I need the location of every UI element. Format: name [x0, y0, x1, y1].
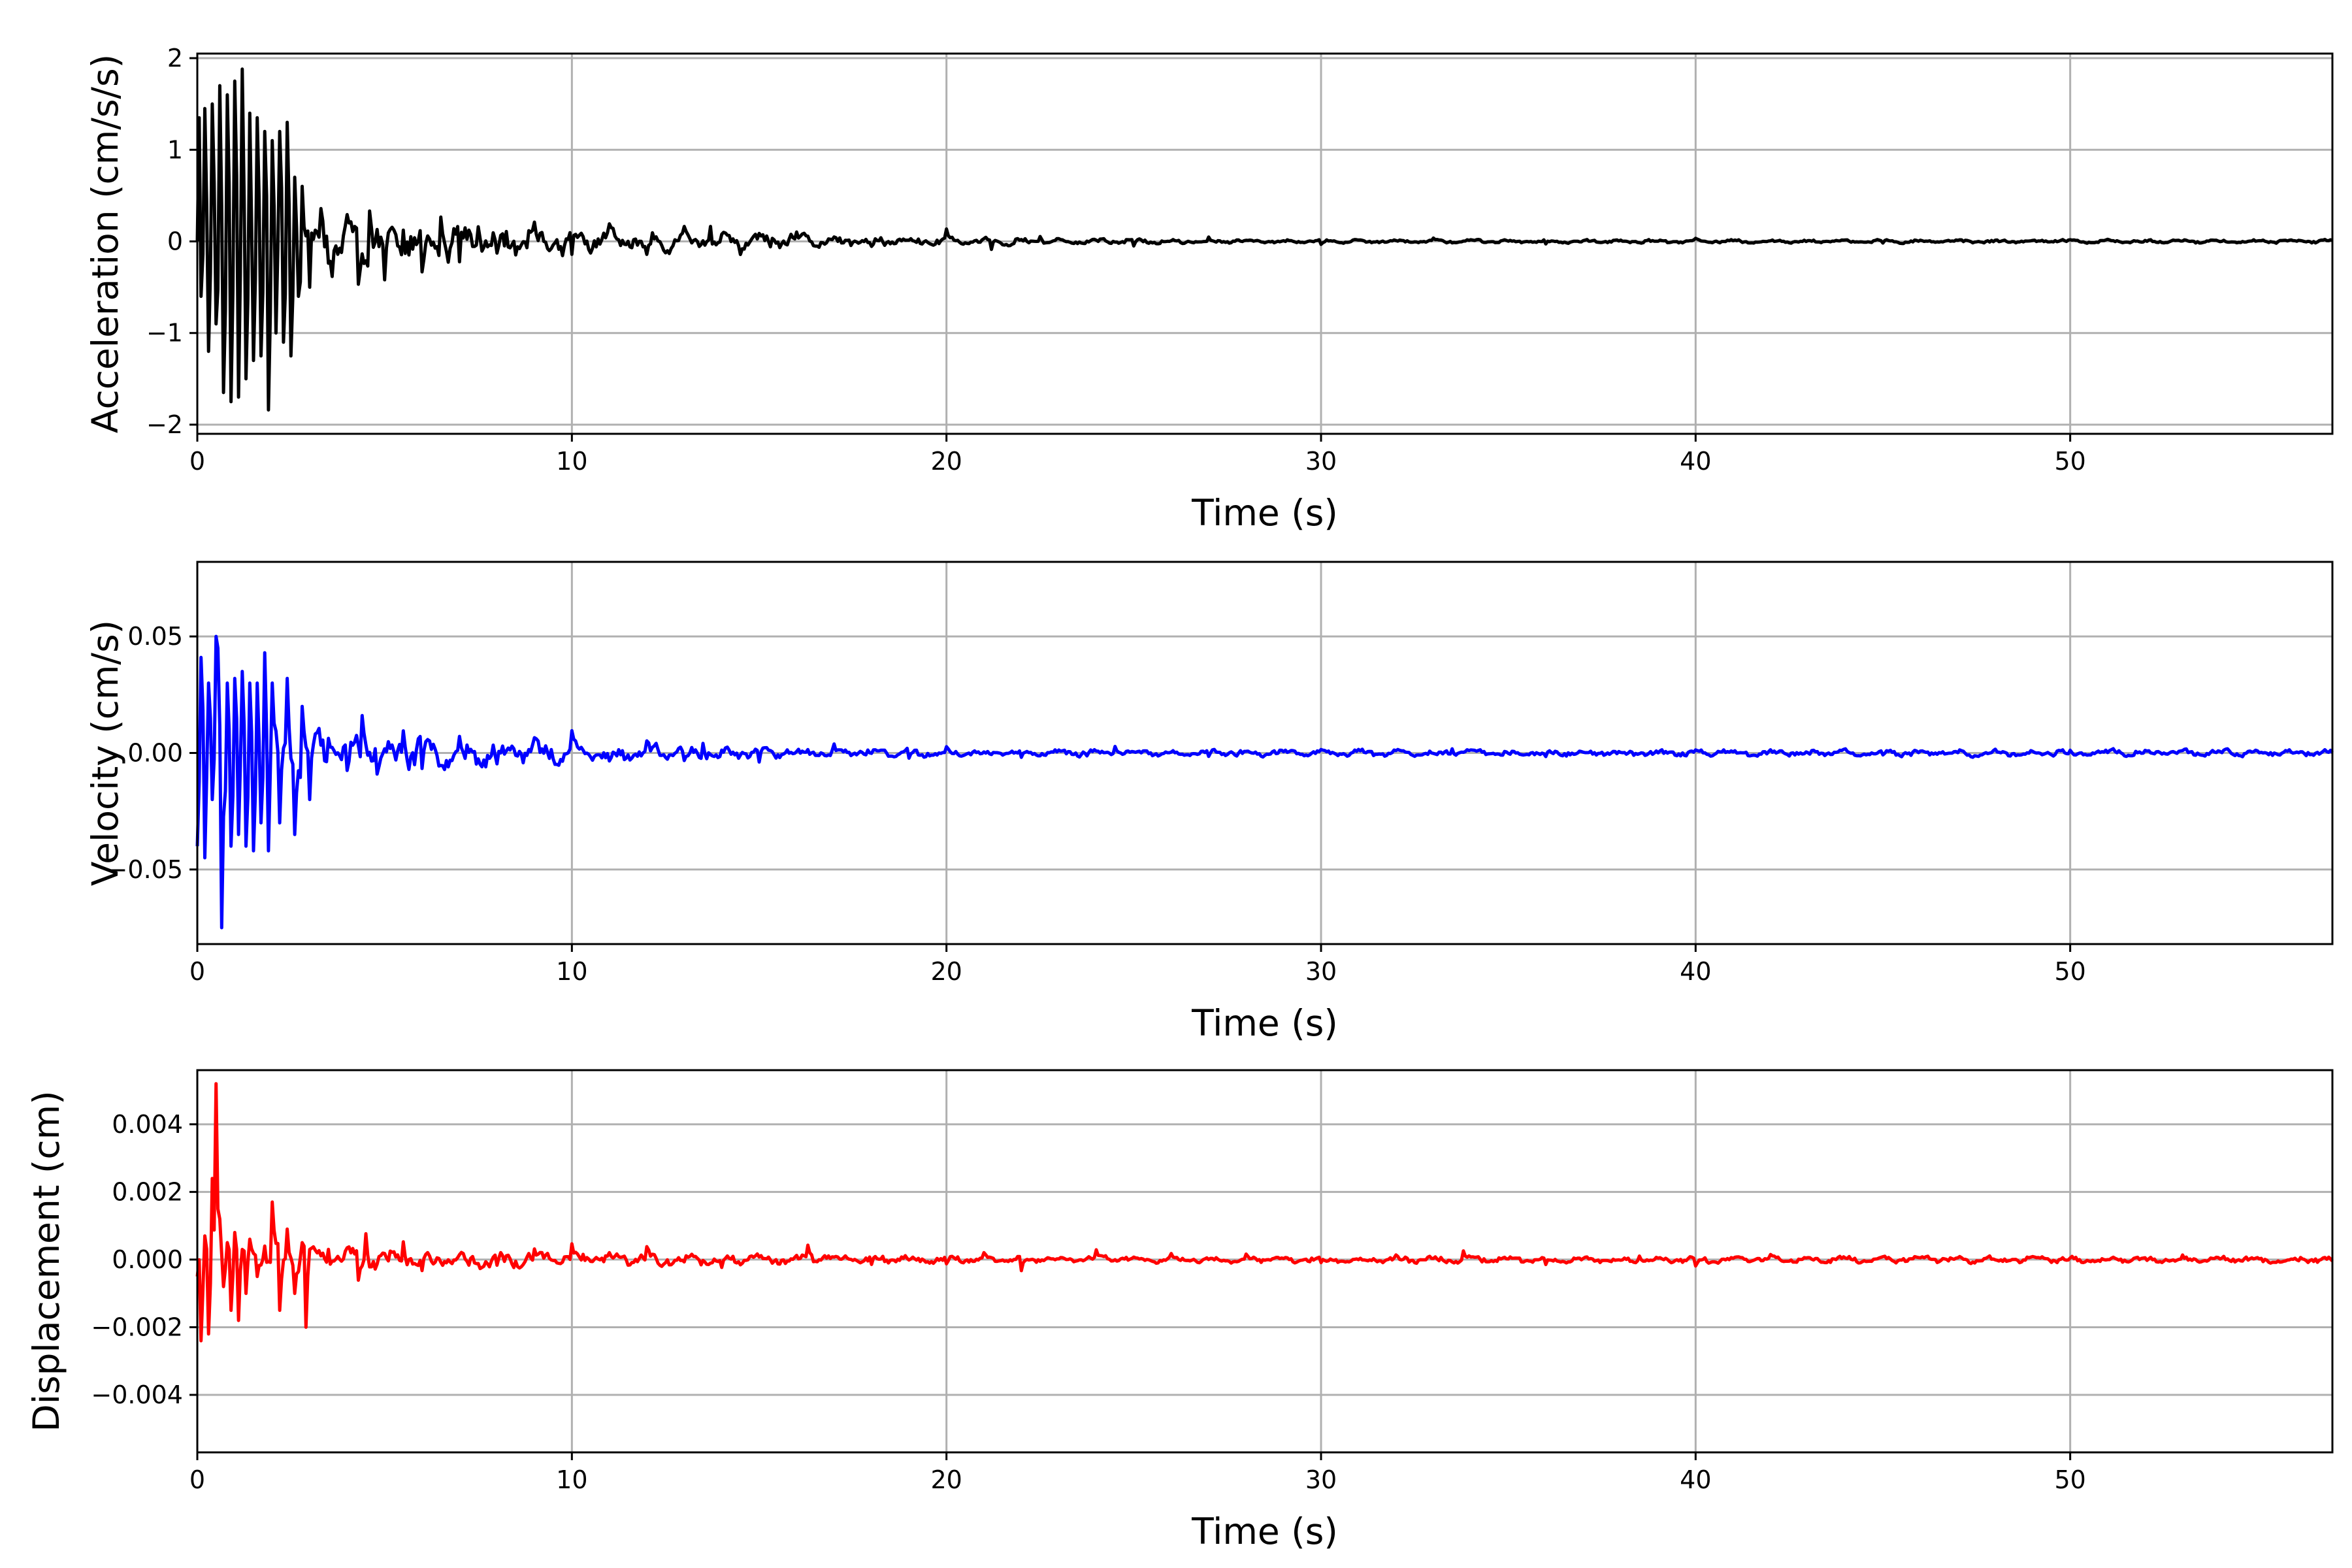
displacement-y-axis-label: Displacement (cm) [25, 1090, 67, 1431]
velocity-panel: 0 10 20 30 40 50 −0.05 0.00 0.05 Time (s) Veloci… [84, 561, 2334, 1044]
velocity-x-tick-label: 0 [189, 957, 205, 986]
acceleration-y-tick-label: 0 [167, 227, 183, 255]
acceleration-x-tick-label: 10 [556, 447, 587, 476]
velocity-y-axis-label: Velocity (cm/s) [84, 620, 126, 886]
displacement-y-tick-label: 0.002 [112, 1177, 183, 1206]
displacement-trace [195, 1082, 2334, 1343]
displacement-x-tick-label: 10 [556, 1465, 587, 1494]
displacement-y-tick-label: −0.004 [91, 1380, 183, 1409]
acceleration-plot-frame [196, 52, 2334, 435]
velocity-plot-frame [196, 561, 2334, 945]
velocity-y-tick-label: −0.05 [107, 855, 183, 884]
acceleration-x-axis-label: Time (s) [1191, 492, 1338, 534]
displacement-plot-frame [196, 1069, 2334, 1454]
velocity-trace [195, 634, 2334, 930]
acceleration-x-tick-label: 20 [930, 447, 962, 476]
acceleration-x-tick-label: 0 [189, 447, 205, 476]
acceleration-x-tick-label: 50 [2054, 447, 2085, 476]
acceleration-x-tick-label: 40 [1680, 447, 1711, 476]
velocity-x-tick-label: 10 [556, 957, 587, 986]
acceleration-y-tick-label: −1 [146, 319, 183, 348]
velocity-y-tick-label: 0.05 [127, 622, 183, 651]
velocity-x-tick-label: 30 [1305, 957, 1337, 986]
acceleration-panel: 0 10 20 30 40 50 −2 −1 0 1 2 Time (s) Acceleration… [84, 44, 2334, 534]
displacement-y-tick-label: 0.000 [112, 1245, 183, 1274]
displacement-x-axis-label: Time (s) [1191, 1511, 1338, 1552]
velocity-x-tick-label: 40 [1680, 957, 1711, 986]
displacement-x-tick-label: 0 [189, 1465, 205, 1494]
acceleration-y-tick-label: 1 [167, 135, 183, 164]
acceleration-y-tick-label: −2 [146, 410, 183, 439]
velocity-x-axis-label: Time (s) [1191, 1002, 1338, 1044]
displacement-y-tick-label: 0.004 [112, 1110, 183, 1139]
acceleration-y-tick-label: 2 [167, 44, 183, 73]
displacement-y-tick-label: −0.002 [91, 1313, 183, 1341]
acceleration-y-axis-label: Acceleration (cm/s/s) [84, 54, 126, 433]
acceleration-x-tick-label: 30 [1305, 447, 1337, 476]
velocity-x-tick-label: 50 [2054, 957, 2085, 986]
displacement-panel: 0 10 20 30 40 50 −0.004 −0.002 0.000 0.002 0.004 T… [25, 1069, 2334, 1552]
displacement-x-tick-label: 50 [2054, 1465, 2085, 1494]
acceleration-trace [195, 67, 2333, 412]
velocity-x-tick-label: 20 [930, 957, 962, 986]
displacement-x-tick-label: 40 [1680, 1465, 1711, 1494]
displacement-x-tick-label: 30 [1305, 1465, 1337, 1494]
velocity-y-tick-label: 0.00 [127, 739, 183, 768]
displacement-x-tick-label: 20 [930, 1465, 962, 1494]
